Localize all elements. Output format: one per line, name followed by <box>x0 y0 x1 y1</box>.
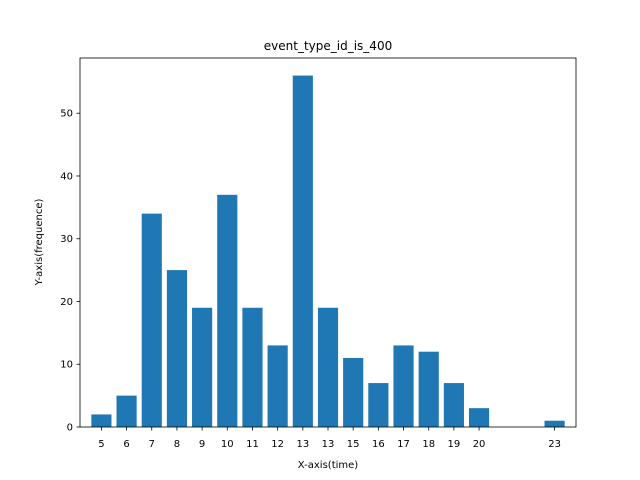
bar <box>116 395 137 427</box>
bar <box>443 383 464 427</box>
x-tick-label: 20 <box>473 439 486 450</box>
y-tick-label: 40 <box>60 171 73 182</box>
bar <box>343 357 364 427</box>
x-tick-label: 12 <box>271 439 284 450</box>
bar <box>468 408 490 427</box>
x-tick-label: 11 <box>246 439 259 450</box>
x-tick-label: 18 <box>422 439 435 450</box>
bar <box>242 307 263 427</box>
bar <box>267 345 288 427</box>
plot-frame <box>79 57 577 428</box>
bar <box>317 307 339 427</box>
y-tick-label: 10 <box>60 360 73 371</box>
x-tick-label: 13 <box>296 439 309 450</box>
bar <box>368 383 389 427</box>
bar <box>192 307 213 427</box>
x-tick-label: 10 <box>221 439 234 450</box>
bar <box>418 351 439 427</box>
x-tick-label: 19 <box>448 439 461 450</box>
x-tick-label: 16 <box>372 439 385 450</box>
y-tick-label: 50 <box>60 109 73 120</box>
bar <box>292 75 313 428</box>
x-tick-label: 8 <box>174 439 180 450</box>
bars-group <box>91 75 565 428</box>
x-tick-label: 15 <box>347 439 360 450</box>
bar <box>141 213 162 427</box>
x-tick-label: 13 <box>322 439 335 450</box>
chart-title: event_type_id_is_400 <box>264 39 392 53</box>
x-tick-label: 6 <box>123 439 129 450</box>
y-axis-label: Y-axis(frequence) <box>34 199 45 287</box>
bar <box>544 420 565 427</box>
x-tick-label: 17 <box>397 439 410 450</box>
y-tick-label: 0 <box>67 423 73 434</box>
x-tick-label: 23 <box>548 439 561 450</box>
y-tick-label: 30 <box>60 234 73 245</box>
bar <box>393 345 414 427</box>
bar <box>91 414 112 427</box>
x-axis-label: X-axis(time) <box>298 460 358 471</box>
bar <box>166 270 188 427</box>
x-tick-label: 9 <box>199 439 205 450</box>
y-tick-label: 20 <box>60 297 73 308</box>
x-ticks-group: 5 6 7 8 9 10 11 12 13 13 15 16 17 18 19 20 23 <box>98 427 561 450</box>
x-tick-label: 5 <box>98 439 104 450</box>
bar <box>217 194 238 427</box>
x-tick-label: 7 <box>149 439 155 450</box>
y-ticks-group: 0 10 20 30 40 50 <box>60 109 80 434</box>
